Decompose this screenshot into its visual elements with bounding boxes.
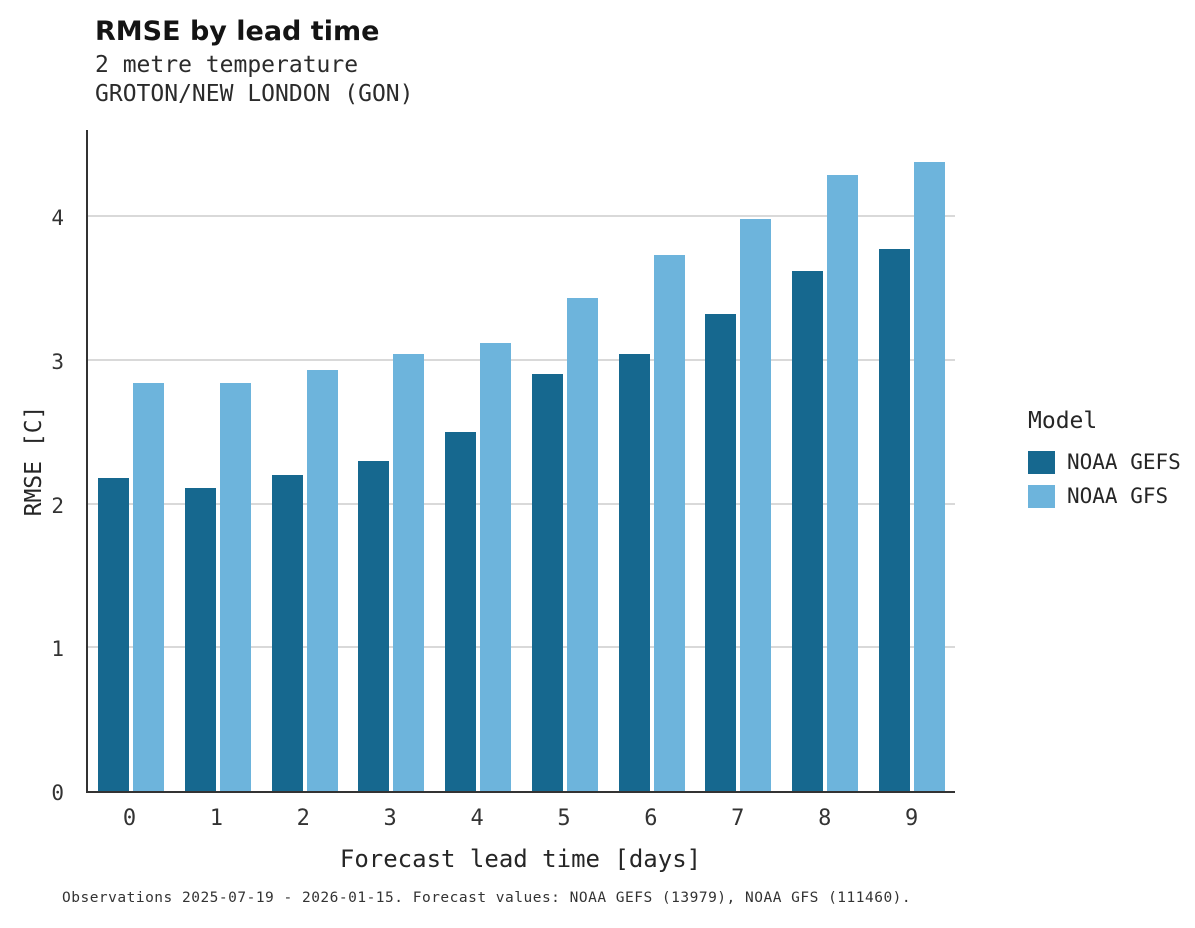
x-tick-label-8: 8 xyxy=(818,806,832,831)
legend: Model NOAA GEFS NOAA GFS xyxy=(1028,408,1181,518)
x-tick-label-7: 7 xyxy=(731,806,745,831)
bar-noaa-gefs-day-4 xyxy=(445,431,477,791)
x-tick-label-3: 3 xyxy=(383,806,397,831)
legend-entry-noaa-gefs: NOAA GEFS xyxy=(1028,450,1181,474)
bar-group-day-0 xyxy=(88,130,175,791)
bar-noaa-gfs-day-2 xyxy=(306,369,338,791)
y-tick-label-3: 3 xyxy=(51,349,64,374)
bar-noaa-gefs-day-7 xyxy=(705,313,737,791)
bar-group-day-9 xyxy=(868,130,955,791)
bar-noaa-gfs-day-0 xyxy=(133,382,165,791)
bar-noaa-gfs-day-4 xyxy=(480,342,512,791)
bar-group-day-3 xyxy=(348,130,435,791)
x-tick-label-6: 6 xyxy=(644,806,658,831)
x-tick-label-5: 5 xyxy=(557,806,571,831)
x-tick-label-0: 0 xyxy=(122,806,137,831)
bar-noaa-gfs-day-8 xyxy=(826,174,858,791)
legend-swatch-noaa-gfs xyxy=(1028,484,1055,508)
plot-area xyxy=(86,130,955,793)
bar-group-day-6 xyxy=(608,130,695,791)
chart-title: RMSE by lead time xyxy=(95,16,380,47)
bar-noaa-gefs-day-3 xyxy=(358,460,390,791)
bar-noaa-gefs-day-1 xyxy=(185,487,217,791)
gridline-y-1 xyxy=(88,646,955,649)
legend-label-noaa-gfs: NOAA GFS xyxy=(1067,484,1169,508)
bar-noaa-gefs-day-2 xyxy=(271,474,303,791)
gridline-y-3 xyxy=(88,358,955,361)
y-tick-label-4: 4 xyxy=(51,206,64,231)
legend-entry-noaa-gfs: NOAA GFS xyxy=(1028,484,1181,508)
x-tick-label-2: 2 xyxy=(296,806,310,831)
x-axis-title: Forecast lead time [days] xyxy=(339,845,702,873)
bar-groups xyxy=(88,130,955,791)
bar-noaa-gfs-day-9 xyxy=(913,161,945,791)
legend-swatch-noaa-gefs xyxy=(1028,450,1055,474)
x-tick-label-1: 1 xyxy=(209,806,223,831)
bar-group-day-4 xyxy=(435,130,522,791)
bar-group-day-2 xyxy=(261,130,348,791)
chart-subtitle-variable: 2 metre temperature xyxy=(95,52,359,78)
bar-noaa-gefs-day-9 xyxy=(878,249,910,791)
bar-noaa-gefs-day-6 xyxy=(618,354,650,791)
bar-noaa-gfs-day-5 xyxy=(566,298,598,791)
bar-noaa-gfs-day-7 xyxy=(740,219,772,791)
x-axis-tick-labels: 0 1 2 3 4 5 6 7 8 9 xyxy=(86,806,955,831)
bar-group-day-1 xyxy=(175,130,262,791)
y-tick-label-1: 1 xyxy=(51,637,64,662)
bar-group-day-5 xyxy=(522,130,609,791)
x-tick-label-4: 4 xyxy=(470,806,484,831)
chart-caption: Observations 2025-07-19 - 2026-01-15. Fo… xyxy=(62,890,912,906)
y-tick-label-2: 2 xyxy=(51,493,64,518)
legend-label-noaa-gefs: NOAA GEFS xyxy=(1067,450,1181,474)
bar-group-day-8 xyxy=(782,130,869,791)
y-tick-label-0: 0 xyxy=(51,781,64,805)
bar-noaa-gefs-day-0 xyxy=(98,477,130,791)
x-tick-label-9: 9 xyxy=(904,806,919,831)
legend-title: Model xyxy=(1028,408,1098,434)
bar-noaa-gefs-day-5 xyxy=(531,374,563,791)
bar-group-day-7 xyxy=(695,130,782,791)
bar-noaa-gefs-day-8 xyxy=(791,270,823,791)
chart-subtitle-station: GROTON/NEW LONDON (GON) xyxy=(95,81,414,107)
gridline-y-4 xyxy=(88,215,955,218)
bar-noaa-gfs-day-1 xyxy=(220,382,252,791)
y-axis-tick-labels: 0 1 2 3 4 xyxy=(0,130,76,805)
bar-noaa-gfs-day-3 xyxy=(393,354,425,791)
gridline-y-2 xyxy=(88,502,955,505)
bar-noaa-gfs-day-6 xyxy=(653,255,685,791)
